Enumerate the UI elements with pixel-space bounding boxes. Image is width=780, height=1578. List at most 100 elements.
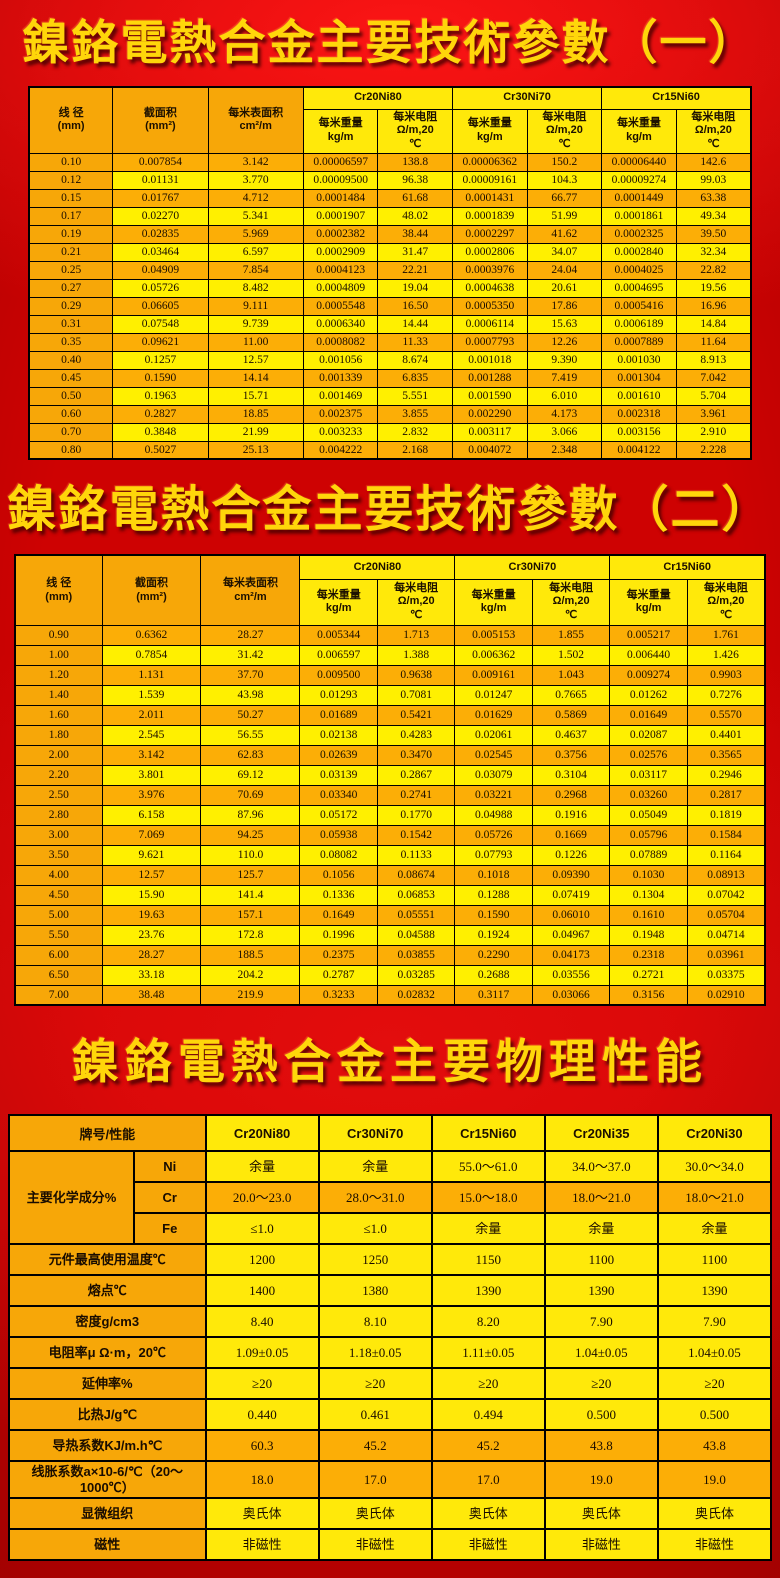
group-header-cr30ni70: Cr30Ni70 (451, 86, 603, 110)
value-cell: 0.05796 (609, 824, 688, 846)
value-cell: 0.001339 (302, 368, 379, 388)
property-row: 磁性 非磁性 非磁性 非磁性 非磁性 非磁性 (8, 1528, 773, 1562)
property-value-cell: 43.8 (543, 1429, 659, 1463)
header-row-groups: 线 径 (mm) 截面积 (mm²) 每米表面积 cm²/m Cr20Ni80 … (28, 86, 752, 154)
property-value-cell: 17.0 (430, 1460, 546, 1500)
diameter-cell: 0.45 (28, 368, 114, 388)
diameter-cell: 2.00 (14, 744, 103, 766)
property-value-cell: 1250 (317, 1243, 433, 1277)
value-cell: 0.004072 (452, 440, 528, 460)
value-cell: 28.27 (101, 944, 202, 966)
property-value-cell: 1380 (317, 1274, 433, 1308)
value-cell: 0.009161 (454, 664, 533, 686)
value-cell: 0.5869 (531, 704, 611, 726)
value-cell: 1.388 (376, 644, 456, 666)
value-cell: 0.0002806 (452, 242, 528, 262)
header-row-groups: 线 径 (mm) 截面积 (mm²) 每米表面积 cm²/m Cr20Ni80 … (14, 554, 766, 626)
value-cell: 0.00009500 (302, 170, 379, 190)
value-cell: 0.1304 (609, 884, 688, 906)
value-cell: 0.0003976 (452, 260, 528, 280)
value-cell: 0.5027 (112, 440, 209, 460)
value-cell: 3.142 (207, 152, 304, 172)
value-cell: 0.1164 (686, 844, 766, 866)
value-cell: 0.3156 (609, 984, 688, 1006)
diameter-cell: 4.50 (14, 884, 103, 906)
table-row: 0.29 0.06605 9.111 0.0005548 16.50 0.0005350 1… (28, 296, 752, 316)
value-cell: 0.3117 (454, 984, 533, 1006)
value-cell: 0.0005416 (601, 296, 677, 316)
col-header-brand-property: 牌号/性能 (8, 1114, 207, 1153)
value-cell: 0.01649 (609, 704, 688, 726)
value-cell: 0.06010 (531, 904, 611, 926)
col-header-cross-section: 截面积 (mm²) (101, 554, 202, 626)
value-cell: 0.002375 (302, 404, 379, 424)
diameter-cell: 0.27 (28, 278, 114, 298)
value-cell: 0.2290 (454, 944, 533, 966)
value-cell: 0.04173 (531, 944, 611, 966)
col-header-weight: 每米重量 kg/m (299, 578, 378, 626)
value-cell: 0.1649 (299, 904, 378, 926)
value-cell: 0.1963 (112, 386, 209, 406)
value-cell: 2.011 (101, 704, 202, 726)
value-cell: 51.99 (526, 206, 603, 226)
col-header-weight: 每米重量 kg/m (302, 108, 379, 154)
value-cell: 0.1018 (454, 864, 533, 886)
value-cell: 0.1590 (454, 904, 533, 926)
diameter-cell: 5.00 (14, 904, 103, 926)
property-row: 密度g/cm3 8.40 8.10 8.20 7.90 7.90 (8, 1305, 773, 1339)
value-cell: 0.0008082 (302, 332, 379, 352)
value-cell: 18.85 (207, 404, 304, 424)
property-value-cell: 0.440 (204, 1398, 320, 1432)
value-cell: 5.341 (207, 206, 304, 226)
value-cell: 8.482 (207, 278, 304, 298)
value-cell: 0.03556 (531, 964, 611, 986)
property-value-cell: 非磁性 (430, 1528, 546, 1562)
property-label-cell: 密度g/cm3 (8, 1305, 207, 1339)
col-header-weight: 每米重量 kg/m (452, 108, 528, 154)
value-cell: 0.0004123 (302, 260, 379, 280)
col-header-cr20ni35: Cr20Ni35 (543, 1114, 659, 1153)
value-cell: 38.44 (377, 224, 453, 244)
property-label-cell: 线胀系数a×10-6/℃（20～1000℃） (8, 1460, 207, 1500)
value-cell: 219.9 (200, 984, 301, 1006)
value-cell: 0.001590 (452, 386, 528, 406)
value-cell: 1.855 (531, 624, 611, 646)
property-value-cell: 1150 (430, 1243, 546, 1277)
property-value-cell: 余量 (204, 1150, 320, 1184)
diameter-cell: 4.00 (14, 864, 103, 886)
value-cell: 0.07419 (531, 884, 611, 906)
value-cell: 0.01262 (609, 684, 688, 706)
col-header-cr30ni70: Cr30Ni70 (317, 1114, 433, 1153)
property-value-cell: 1.18±0.05 (317, 1336, 433, 1370)
value-cell: 0.01293 (299, 684, 378, 706)
value-cell: 5.551 (377, 386, 453, 406)
value-cell: 0.06853 (376, 884, 456, 906)
value-cell: 0.1948 (609, 924, 688, 946)
value-cell: 0.05551 (376, 904, 456, 926)
value-cell: 0.001018 (452, 350, 528, 370)
value-cell: 8.674 (377, 350, 453, 370)
value-cell: 0.0002840 (601, 242, 677, 262)
property-value-cell: 非磁性 (317, 1528, 433, 1562)
table-row: 5.50 23.76 172.8 0.1996 0.04588 0.1924 0.04967… (14, 924, 766, 946)
value-cell: 23.76 (101, 924, 202, 946)
value-cell: 31.47 (377, 242, 453, 262)
property-value-cell: 20.0～23.0 (204, 1181, 320, 1215)
header-row-units: 每米重量 kg/m 每米电阻 Ω/m,20 ℃ 每米重量 kg/m 每米电阻 Ω… (15, 578, 766, 626)
value-cell: 15.71 (207, 386, 304, 406)
value-cell: 0.2721 (609, 964, 688, 986)
property-value-cell: 奥氏体 (317, 1497, 433, 1531)
property-value-cell: 0.500 (543, 1398, 659, 1432)
value-cell: 0.07548 (112, 314, 209, 334)
value-cell: 0.08674 (376, 864, 456, 886)
value-cell: 0.00006597 (302, 152, 379, 172)
value-cell: 0.01629 (454, 704, 533, 726)
table-row: 6.00 28.27 188.5 0.2375 0.03855 0.2290 0.04173… (14, 944, 766, 966)
diameter-cell: 0.80 (28, 440, 114, 460)
value-cell: 0.05938 (299, 824, 378, 846)
value-cell: 17.86 (526, 296, 603, 316)
property-label-cell: 元件最高使用温度℃ (8, 1243, 207, 1277)
value-cell: 0.3233 (299, 984, 378, 1006)
value-cell: 6.158 (101, 804, 202, 826)
